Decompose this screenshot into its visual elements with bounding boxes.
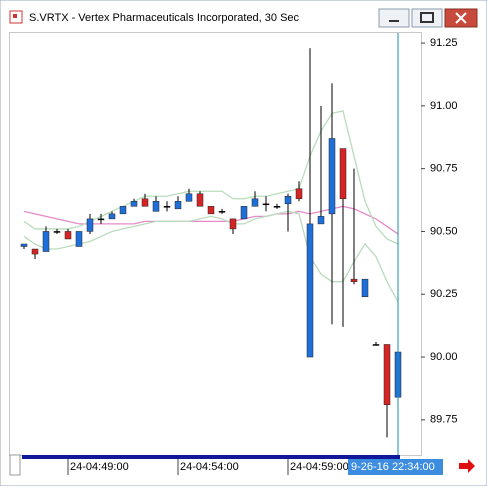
candle-body: [339, 148, 347, 200]
y-tick-label: 90.50: [430, 225, 458, 237]
x-tick-label: 24-04:49:00: [70, 461, 129, 473]
candle-body: [130, 201, 138, 207]
candle-body: [328, 138, 336, 215]
candle-body: [207, 206, 215, 215]
candle-body: [185, 193, 193, 202]
candle-body: [196, 193, 204, 207]
candle-body: [152, 201, 160, 212]
moving-average-line: [23, 205, 399, 235]
plot-area: [9, 32, 422, 456]
candle-body: [86, 218, 94, 232]
candle-body: [163, 206, 171, 208]
candle-body: [218, 211, 226, 213]
y-tick-label: 90.25: [430, 288, 458, 300]
candle-body: [42, 231, 50, 252]
y-tick-label: 91.00: [430, 100, 458, 112]
moving-average-line: [23, 110, 399, 245]
candle-body: [97, 218, 105, 221]
candle-body: [372, 344, 380, 346]
y-tick-label: 90.75: [430, 163, 458, 175]
candle-body: [350, 278, 358, 282]
scroll-box[interactable]: [9, 454, 21, 476]
scroll-right-arrow[interactable]: [459, 459, 475, 473]
candle-body: [273, 206, 281, 208]
candle-body: [262, 203, 270, 206]
candle-body: [306, 223, 314, 358]
candle-body: [317, 216, 325, 225]
scrollbar[interactable]: [22, 455, 400, 459]
window-title: S.VRTX - Vertex Pharmaceuticals Incorpor…: [29, 12, 300, 24]
cursor-label-bg: [348, 459, 443, 475]
candle-body: [119, 206, 127, 215]
candle-body: [284, 196, 292, 205]
minimize-button[interactable]: [378, 8, 410, 28]
maximize-icon: [420, 12, 434, 23]
candle-body: [141, 198, 149, 207]
candle-body: [251, 198, 259, 207]
maximize-button[interactable]: [411, 8, 443, 28]
plot: 91.25 91.00 90.75 90.50 90.25 90.00 89.75 24-04…: [20, 33, 458, 475]
candle-body: [174, 201, 182, 210]
y-tick-label: 90.00: [430, 351, 458, 363]
candle-body: [20, 243, 28, 247]
close-icon: [455, 12, 467, 24]
candle-body: [108, 213, 116, 220]
candle-body: [383, 344, 391, 406]
y-tick-label: 89.75: [430, 414, 458, 426]
candle-body: [53, 231, 61, 233]
cursor-label: 9-26-16 22:34:00: [351, 461, 435, 473]
x-tick-label: 24-04:54:00: [180, 461, 239, 473]
candle-body: [64, 231, 72, 240]
candle-body: [31, 248, 39, 255]
y-tick-label: 91.25: [430, 37, 458, 49]
candle-body: [240, 206, 248, 220]
candle-body: [75, 231, 83, 247]
x-tick-label: 24-04:59:00: [290, 461, 349, 473]
candle-body: [229, 218, 237, 230]
candle-body: [361, 278, 369, 297]
candle-body: [295, 188, 303, 200]
app-icon-dot: [13, 14, 17, 18]
moving-average-line: [23, 210, 399, 303]
